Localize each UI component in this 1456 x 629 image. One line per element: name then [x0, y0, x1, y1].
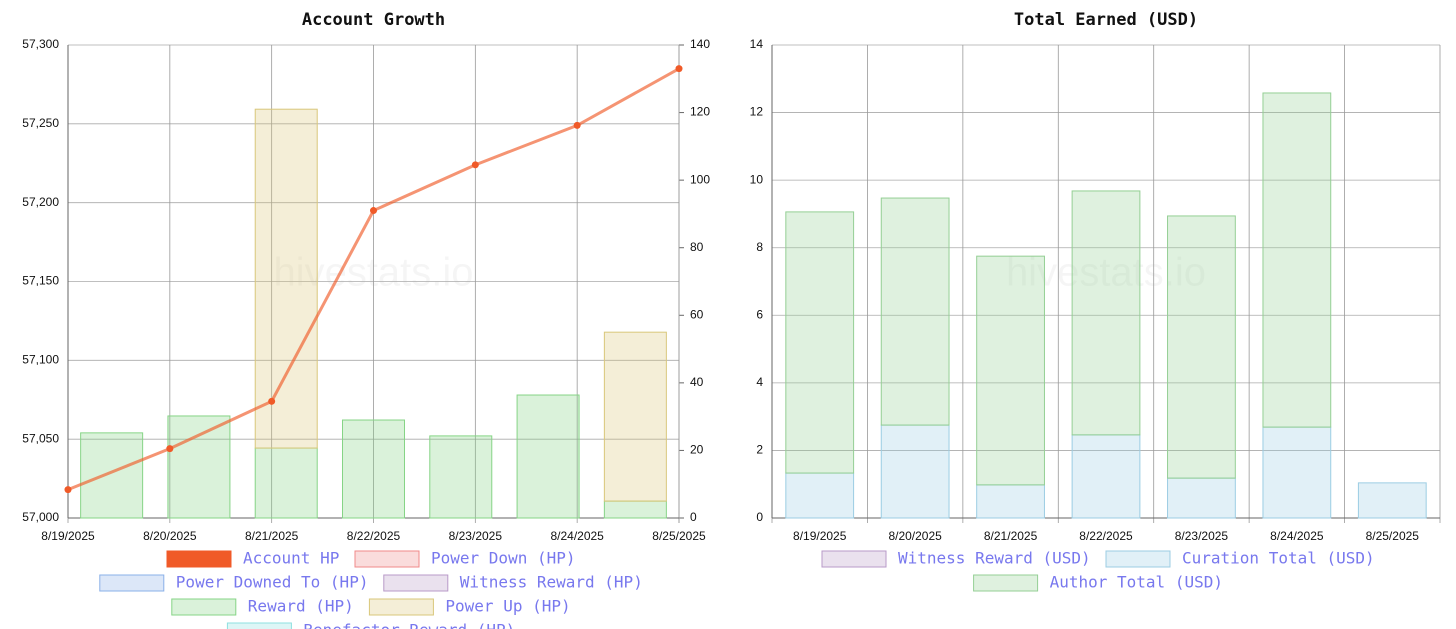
legend-label: Witness Reward (USD): [898, 549, 1091, 568]
legend-label: Benefactor Reward (HP): [303, 621, 515, 629]
y2-tick-label: 60: [690, 307, 704, 321]
y2-tick-label: 80: [690, 240, 704, 254]
y-tick-label: 57,050: [22, 431, 59, 445]
legend-label: Curation Total (USD): [1182, 549, 1375, 568]
y-tick-label: 57,250: [22, 116, 59, 130]
bar: [1071, 434, 1141, 519]
point: [64, 486, 72, 494]
y2-tick-label: 0: [690, 510, 697, 524]
legend-swatch: [171, 598, 237, 616]
point: [370, 207, 377, 215]
bar: [603, 500, 667, 519]
bar: [880, 424, 950, 519]
x-tick-label: 8/25/2025: [1366, 529, 1420, 543]
legend-label: Reward (HP): [248, 597, 354, 616]
point: [268, 397, 276, 405]
y-tick-label: 57,100: [22, 353, 59, 367]
legend-swatch: [1105, 550, 1171, 568]
y-tick-label: 2: [756, 443, 763, 457]
bar: [785, 472, 855, 519]
x-tick-label: 8/25/2025: [652, 529, 706, 543]
x-tick-label: 8/24/2025: [550, 529, 604, 543]
bar: [1262, 92, 1332, 428]
x-tick-label: 8/21/2025: [245, 529, 299, 543]
legend-label: Power Up (HP): [445, 597, 570, 616]
legend-label: Witness Reward (HP): [460, 573, 643, 592]
bar: [1167, 477, 1236, 519]
bar: [976, 255, 1045, 486]
legend-swatch: [99, 574, 165, 592]
bar: [342, 419, 405, 519]
y-tick-label: 12: [750, 105, 764, 119]
point: [675, 65, 683, 73]
bar: [167, 415, 231, 519]
y2-tick-label: 100: [690, 172, 710, 186]
bar: [516, 394, 580, 519]
legend-swatch: [226, 622, 292, 629]
x-tick-label: 8/19/2025: [793, 529, 847, 543]
bar: [785, 211, 855, 474]
y2-tick-label: 40: [690, 375, 704, 389]
bar: [1262, 426, 1332, 519]
bar: [1357, 482, 1427, 519]
point: [573, 121, 581, 129]
y-tick-label: 57,200: [22, 195, 59, 209]
x-tick-label: 8/20/2025: [143, 529, 197, 543]
point: [166, 445, 174, 453]
y2-tick-label: 140: [690, 37, 710, 51]
bar: [254, 108, 318, 449]
legend-swatch: [973, 574, 1039, 592]
bar: [976, 484, 1045, 519]
y-tick-label: 8: [756, 240, 763, 254]
legend-label: Account HP: [243, 549, 339, 568]
legend-label: Power Downed To (HP): [176, 573, 369, 592]
y2-tick-label: 120: [690, 105, 710, 119]
bar: [254, 447, 318, 519]
x-tick-label: 8/23/2025: [449, 529, 503, 543]
y2-tick-label: 20: [690, 443, 704, 457]
y-tick-label: 57,000: [22, 510, 59, 524]
legend-label: Power Down (HP): [431, 549, 576, 568]
bar: [80, 432, 144, 519]
legend-swatch: [368, 598, 434, 616]
legend-swatch: [166, 550, 232, 568]
y-tick-label: 14: [750, 37, 764, 51]
point: [471, 161, 479, 169]
chart-title: Account Growth: [302, 10, 445, 30]
legend-swatch: [383, 574, 449, 592]
y-tick-label: 6: [756, 307, 763, 321]
legend-swatch: [821, 550, 887, 568]
y-tick-label: 57,150: [22, 274, 59, 288]
y-tick-label: 4: [756, 375, 763, 389]
x-tick-label: 8/20/2025: [888, 529, 942, 543]
bar: [1167, 215, 1236, 479]
bar: [880, 197, 950, 426]
x-tick-label: 8/22/2025: [1079, 529, 1133, 543]
x-tick-label: 8/19/2025: [41, 529, 95, 543]
bar: [1071, 190, 1141, 436]
x-tick-label: 8/23/2025: [1175, 529, 1229, 543]
x-tick-label: 8/24/2025: [1270, 529, 1324, 543]
bar: [603, 331, 667, 502]
bar: [429, 435, 493, 519]
y-tick-label: 0: [756, 510, 763, 524]
x-tick-label: 8/21/2025: [984, 529, 1038, 543]
legend-label: Author Total (USD): [1050, 573, 1223, 592]
x-tick-label: 8/22/2025: [347, 529, 401, 543]
y-tick-label: 10: [750, 172, 764, 186]
legend-swatch: [354, 550, 420, 568]
chart-title: Total Earned (USD): [1014, 10, 1198, 30]
y-tick-label: 57,300: [22, 37, 59, 51]
